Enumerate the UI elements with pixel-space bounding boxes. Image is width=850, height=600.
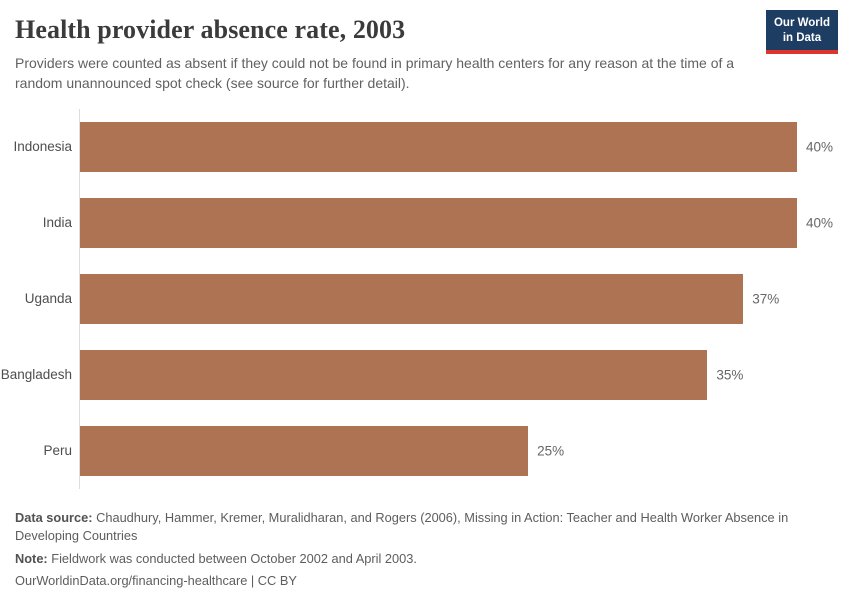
bar-row: Indonesia 40% — [0, 108, 850, 185]
bar-track: 40% — [80, 197, 833, 248]
row-plot: 25% — [79, 412, 850, 489]
chart-header: Health provider absence rate, 2003 Provi… — [0, 0, 850, 93]
value-label: 25% — [537, 443, 565, 459]
data-source-line: Data source: Chaudhury, Hammer, Kremer, … — [15, 509, 793, 546]
license-line[interactable]: OurWorldinData.org/financing-healthcare … — [15, 573, 297, 589]
value-label: 35% — [716, 367, 744, 383]
note-line: Note: Fieldwork was conducted between Oc… — [15, 550, 793, 569]
chart-title: Health provider absence rate, 2003 — [15, 15, 406, 44]
bar-row: Bangladesh 35% — [0, 336, 850, 413]
bar[interactable] — [80, 121, 797, 172]
bar[interactable] — [80, 349, 708, 400]
bar-track: 35% — [80, 349, 797, 400]
row-plot: 35% — [79, 336, 850, 413]
country-label: Uganda — [24, 291, 72, 307]
country-label: Peru — [43, 443, 72, 459]
country-label: Bangladesh — [0, 367, 72, 383]
chart-subtitle: Providers were counted as absent if they… — [15, 54, 735, 91]
note-text: Fieldwork was conducted between October … — [51, 550, 417, 566]
row-plot: 40% — [79, 184, 850, 261]
plot-area: Indonesia 40% India 40% Uganda 37% Bangladesh 3… — [0, 108, 850, 489]
bar-track: 25% — [80, 425, 797, 476]
data-source-label: Data source: — [15, 509, 93, 525]
country-label: Indonesia — [13, 139, 72, 155]
bar[interactable] — [80, 273, 744, 324]
bar-row: Uganda 37% — [0, 260, 850, 337]
bar[interactable] — [80, 197, 797, 248]
note-label: Note: — [15, 550, 48, 566]
value-label: 40% — [806, 139, 834, 155]
bar-row: India 40% — [0, 184, 850, 261]
bar-track: 40% — [80, 121, 833, 172]
bar[interactable] — [80, 425, 529, 476]
row-plot: 37% — [79, 260, 850, 337]
owid-logo-line2: in Data — [782, 31, 822, 44]
value-label: 37% — [752, 291, 780, 307]
bar-track: 37% — [80, 273, 797, 324]
data-source-text: Chaudhury, Hammer, Kremer, Muralidharan,… — [15, 509, 789, 544]
country-label: India — [42, 215, 72, 231]
chart-footer: Data source: Chaudhury, Hammer, Kremer, … — [0, 509, 850, 591]
row-plot: 40% — [79, 108, 850, 185]
bar-row: Peru 25% — [0, 412, 850, 489]
value-label: 40% — [806, 215, 834, 231]
owid-logo[interactable]: Our World in Data — [765, 10, 838, 54]
owid-logo-line1: Our World — [773, 17, 830, 29]
